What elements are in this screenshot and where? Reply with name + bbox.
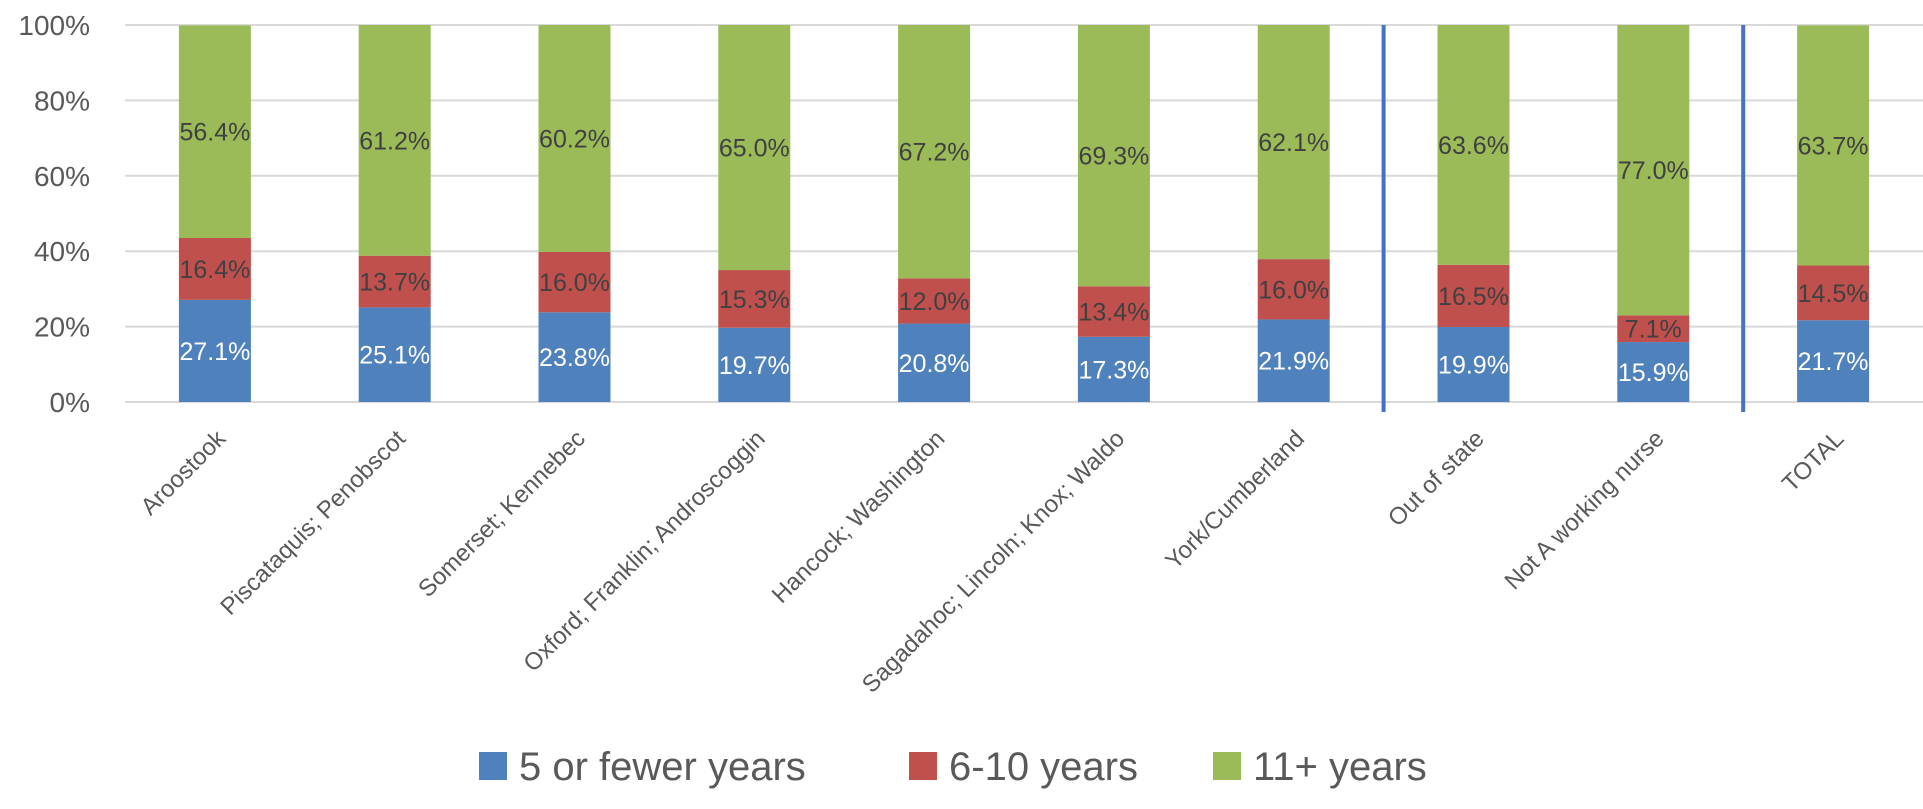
bar-segment <box>358 307 431 402</box>
data-label: 21.9% <box>1258 348 1329 376</box>
bar-segment <box>1257 25 1330 260</box>
bars <box>178 25 1870 402</box>
data-label: 65.0% <box>719 135 790 163</box>
data-label: 67.2% <box>899 139 970 167</box>
bar-segment <box>718 270 791 328</box>
data-label: 69.3% <box>1078 143 1149 171</box>
bar-segment <box>1617 342 1690 402</box>
x-category-label: TOTAL <box>1777 425 1849 497</box>
data-label: 23.8% <box>539 344 610 372</box>
bar-segment <box>718 327 791 402</box>
y-tick-label: 80% <box>34 85 90 116</box>
x-category-label: Aroostook <box>136 424 232 520</box>
data-label: 15.9% <box>1618 359 1689 387</box>
bar-segment <box>1257 319 1330 402</box>
bar-segment <box>1797 265 1870 321</box>
bar-segment <box>1437 264 1510 327</box>
data-label: 63.7% <box>1798 132 1869 160</box>
legend-swatch <box>1213 752 1241 780</box>
legend-swatch <box>909 752 937 780</box>
bar-segment <box>898 278 971 324</box>
bar-segment <box>538 251 611 313</box>
bar-segment <box>1077 336 1150 402</box>
y-tick-label: 60% <box>34 161 90 192</box>
bar-segment <box>1437 326 1510 402</box>
y-tick-label: 20% <box>34 312 90 343</box>
bar-segment <box>358 255 431 308</box>
data-label: 20.8% <box>899 350 970 378</box>
x-category-label: York/Cumberland <box>1160 425 1310 575</box>
bar-segment <box>358 25 431 256</box>
data-labels: 27.1% 16.4% 56.4% 25.1% 13.7% 61.2% 23.8% 16.0%… <box>179 119 1868 387</box>
bar-segment <box>1617 25 1690 316</box>
bar-segment <box>1617 315 1690 343</box>
data-label: 16.5% <box>1438 283 1509 311</box>
data-label: 15.3% <box>719 286 790 314</box>
x-category-label: Out of state <box>1383 425 1490 532</box>
x-category-label: Somerset; Kennebec <box>413 425 591 603</box>
data-label: 21.7% <box>1798 348 1869 376</box>
data-label: 14.5% <box>1798 280 1869 308</box>
y-tick-label: 0% <box>50 387 90 418</box>
bar-segment <box>1257 259 1330 320</box>
bar-segment <box>1437 25 1510 265</box>
y-axis-tick-labels: 0% 20% 40% 60% 80% 100% <box>18 10 90 418</box>
bar-segment <box>1077 25 1150 287</box>
data-label: 19.7% <box>719 352 790 380</box>
data-label: 62.1% <box>1258 129 1329 157</box>
bar-segment <box>718 25 791 271</box>
legend-swatch <box>479 752 507 780</box>
bar-segment <box>898 323 971 402</box>
bar-segment <box>178 299 251 402</box>
data-label: 56.4% <box>179 119 250 147</box>
bar-segment <box>1077 286 1150 337</box>
x-category-label: Hancock; Washington <box>767 425 951 609</box>
data-label: 13.4% <box>1078 299 1149 327</box>
data-label: 27.1% <box>179 338 250 366</box>
data-label: 7.1% <box>1625 316 1682 344</box>
data-label: 16.4% <box>179 256 250 284</box>
data-label: 16.0% <box>539 269 610 297</box>
bar-segment <box>178 25 251 239</box>
data-label: 12.0% <box>899 288 970 316</box>
data-label: 63.6% <box>1438 132 1509 160</box>
y-tick-label: 100% <box>18 10 90 41</box>
data-label: 77.0% <box>1618 157 1689 185</box>
data-label: 19.9% <box>1438 351 1509 379</box>
data-label: 25.1% <box>359 342 430 370</box>
bar-segment <box>538 312 611 402</box>
legend-label: 6-10 years <box>949 745 1138 789</box>
bar-segment <box>178 238 251 300</box>
y-tick-label: 40% <box>34 236 90 267</box>
legend: 5 or fewer years 6-10 years 11+ years <box>479 745 1427 789</box>
bar-segment <box>1797 25 1870 266</box>
x-category-label: Not A working nurse <box>1500 425 1670 595</box>
legend-label: 5 or fewer years <box>519 745 806 789</box>
data-label: 13.7% <box>359 269 430 297</box>
data-label: 61.2% <box>359 127 430 155</box>
legend-label: 11+ years <box>1253 745 1427 789</box>
x-category-label: Piscataquis; Penobscot <box>215 425 411 621</box>
data-label: 17.3% <box>1078 356 1149 384</box>
data-label: 60.2% <box>539 125 610 153</box>
data-label: 16.0% <box>1258 276 1329 304</box>
bar-segment <box>898 25 971 279</box>
group-separators <box>1381 25 1746 412</box>
bar-segment <box>538 25 611 252</box>
bar-segment <box>1797 320 1870 402</box>
